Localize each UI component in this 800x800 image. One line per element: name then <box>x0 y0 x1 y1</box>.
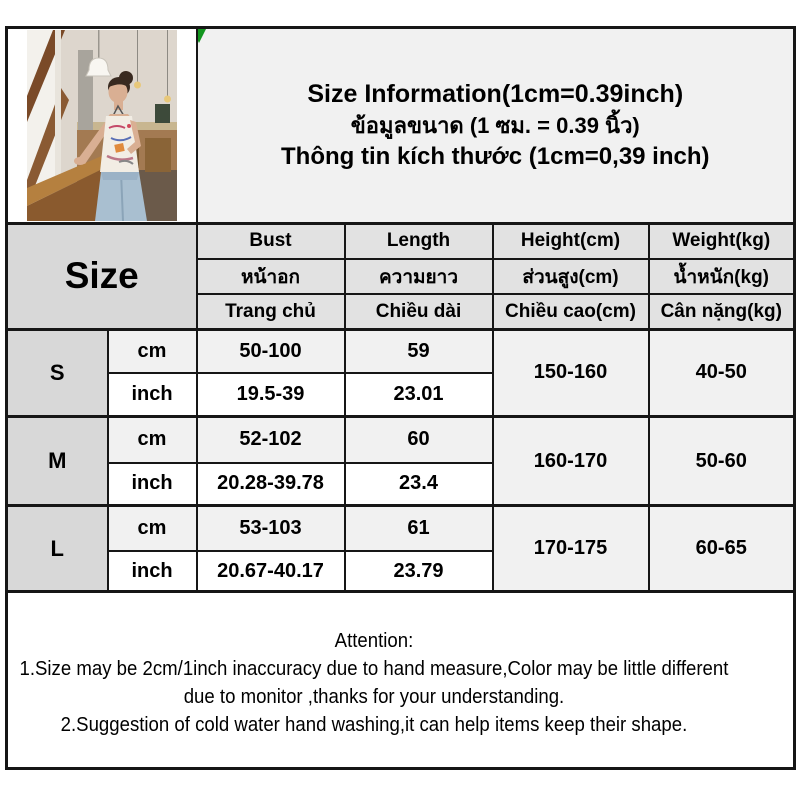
size-label-s: S <box>5 327 109 418</box>
size-label-m: M <box>5 415 109 507</box>
title-english: Size Information(1cm=0.39inch) <box>307 79 684 108</box>
header-bust-en: Bust <box>195 221 346 261</box>
header-height-th: ส่วนสูง(cm) <box>491 258 650 296</box>
header-length-th: ความยาว <box>343 258 494 296</box>
table-row: inch 20.28-39.78 23.4 <box>7 461 795 507</box>
table-row: L cm 53-103 61 170-175 60-65 <box>5 504 796 593</box>
value-m-cm-length: 60 <box>343 415 494 464</box>
header-weight-th: น้ำหนัก(kg) <box>647 258 796 296</box>
header-bust-th: หน้าอก <box>195 258 346 296</box>
size-info-title-cell: Size Information(1cm=0.39inch) ข้อมูลขนา… <box>195 26 796 225</box>
value-l-weight: 60-65 <box>647 504 796 593</box>
product-photo-cell <box>5 26 198 225</box>
unit-cm-l: cm <box>106 504 198 552</box>
value-m-cm-bust: 52-102 <box>195 415 346 464</box>
value-l-inch-bust: 20.67-40.17 <box>195 549 346 593</box>
header-row-vietnamese: Trang chủ Chiều dài Chiều cao(cm) Cân nặ… <box>7 293 796 331</box>
attention-line: 2.Suggestion of cold water hand washing,… <box>60 714 688 737</box>
header-weight-vi: Cân nặng(kg) <box>647 293 796 331</box>
header-height-en: Height(cm) <box>491 221 650 261</box>
cell-flag-icon <box>198 29 206 43</box>
product-photo-image <box>26 29 177 221</box>
header-height-vi: Chiều cao(cm) <box>491 293 650 331</box>
value-s-height: 150-160 <box>491 327 650 418</box>
value-l-cm-length: 61 <box>343 504 494 552</box>
value-s-cm-bust: 50-100 <box>195 327 346 375</box>
table-row: inch 19.5-39 23.01 <box>7 372 795 418</box>
value-m-inch-bust: 20.28-39.78 <box>195 461 346 507</box>
value-m-weight: 50-60 <box>647 415 796 507</box>
size-label-l: L <box>5 504 109 593</box>
value-s-cm-length: 59 <box>343 327 494 375</box>
header-row-english: Size Bust Length Height(cm) Weight(kg) <box>5 221 796 331</box>
unit-inch-m: inch <box>106 461 198 507</box>
header-length-vi: Chiều dài <box>343 293 494 331</box>
header-row-thai: หน้าอก ความยาว ส่วนสูง(cm) น้ำหนัก(kg) <box>7 258 796 296</box>
product-photo <box>26 29 177 221</box>
size-chart-sheet: Size Information(1cm=0.39inch) ข้อมูลขนา… <box>5 26 797 770</box>
size-chart-table: Size Information(1cm=0.39inch) ข้อมูลขนา… <box>5 26 797 770</box>
value-l-cm-bust: 53-103 <box>195 504 346 552</box>
header-length-en: Length <box>343 221 494 261</box>
attention-row: Attention: 1.Size may be 2cm/1inch inacc… <box>5 590 796 770</box>
attention-heading: Attention: <box>334 630 414 653</box>
unit-cm-m: cm <box>106 415 198 464</box>
table-row: S cm 50-100 59 150-160 40-50 <box>5 327 796 418</box>
value-l-inch-length: 23.79 <box>343 549 494 593</box>
attention-line: due to monitor ,thanks for your understa… <box>183 686 565 709</box>
value-s-inch-bust: 19.5-39 <box>195 372 346 418</box>
title-thai: ข้อมูลขนาด (1 ซม. = 0.39 นิ้ว) <box>350 112 640 138</box>
header-weight-en: Weight(kg) <box>647 221 796 261</box>
size-corner-label: Size <box>5 221 198 331</box>
value-s-weight: 40-50 <box>647 327 796 418</box>
value-s-inch-length: 23.01 <box>343 372 494 418</box>
value-m-height: 160-170 <box>491 415 650 507</box>
table-row: inch 20.67-40.17 23.79 <box>7 549 795 593</box>
attention-cell: Attention: 1.Size may be 2cm/1inch inacc… <box>5 590 796 770</box>
unit-inch-l: inch <box>106 549 198 593</box>
unit-cm-s: cm <box>106 327 198 375</box>
value-m-inch-length: 23.4 <box>343 461 494 507</box>
value-l-height: 170-175 <box>491 504 650 593</box>
unit-inch-s: inch <box>106 372 198 418</box>
table-row: M cm 52-102 60 160-170 50-60 <box>5 415 796 507</box>
attention-line: 1.Size may be 2cm/1inch inaccuracy due t… <box>19 658 729 681</box>
attention-text: Attention: 1.Size may be 2cm/1inch inacc… <box>9 621 739 739</box>
header-bust-vi: Trang chủ <box>195 293 346 331</box>
title-vietnamese: Thông tin kích thước (1cm=0,39 inch) <box>281 142 710 170</box>
